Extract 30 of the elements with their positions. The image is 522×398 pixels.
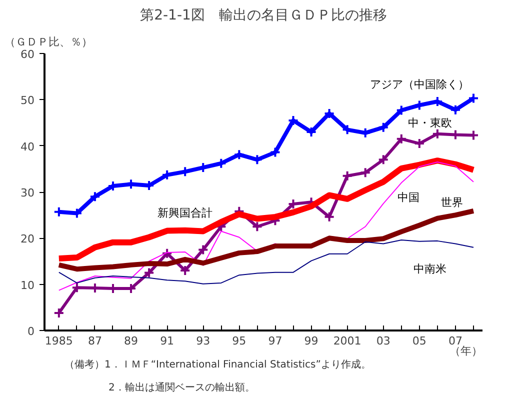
- series-label: 中南米: [414, 262, 447, 276]
- x-tick-label: 91: [160, 334, 174, 348]
- y-tick-label: 40: [20, 140, 35, 154]
- x-tick-label: 95: [232, 334, 246, 348]
- x-tick-label: 87: [88, 334, 102, 348]
- x-tick-label: 1985: [44, 334, 73, 348]
- text: 2．輸出は通関ベースの輸出額。: [108, 382, 255, 394]
- x-tick-label: 2001: [333, 334, 362, 348]
- x-tick-label: 05: [412, 334, 426, 348]
- series-label: 世界: [440, 196, 463, 210]
- text: （備考）1．ＩＭＦ“International Financial Statistics”より作成。: [64, 358, 371, 370]
- chart-title: 第2-1-1図 輸出の名目ＧＤＰ比の推移: [140, 8, 387, 24]
- x-tick-label: 99: [304, 334, 318, 348]
- y-tick-label: 50: [20, 94, 35, 108]
- series-label: アジア（中国除く）: [370, 78, 469, 91]
- x-axis-title: （年）: [450, 344, 482, 358]
- y-tick-label: 10: [20, 278, 35, 292]
- y-axis-title: （ＧＤＰ比、％）: [4, 36, 92, 48]
- series-label: 中・東欧: [408, 116, 452, 130]
- x-tick-label: 93: [196, 334, 210, 348]
- y-tick-label: 0: [28, 325, 34, 338]
- y-tick-label: 60: [20, 48, 35, 61]
- y-tick-label: 20: [20, 232, 35, 246]
- x-tick-label: 03: [376, 334, 390, 348]
- series-label: 新興国合計: [158, 206, 213, 220]
- x-tick-label: 07: [448, 334, 462, 348]
- series-label: 中国: [398, 191, 420, 204]
- y-tick-label: 30: [20, 186, 35, 200]
- x-tick-label: 89: [124, 334, 138, 348]
- x-tick-label: 97: [268, 334, 282, 348]
